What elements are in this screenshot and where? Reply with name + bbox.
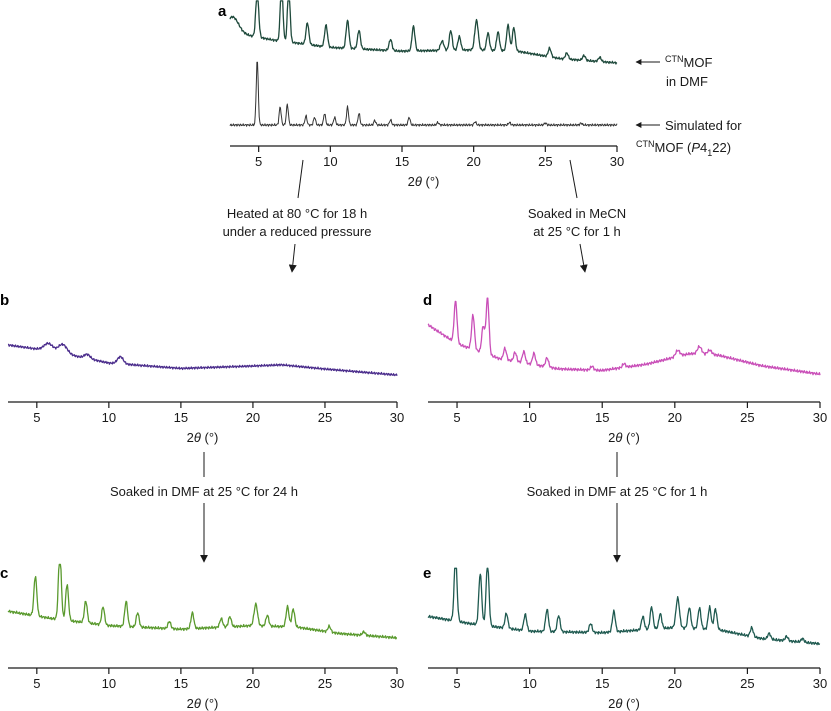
panel-letter-d: d (423, 292, 432, 309)
x-tick-label: 15 (595, 676, 609, 691)
x-axis-label: 2θ (°) (187, 430, 219, 445)
step-line (297, 159, 304, 199)
step-label-line1: Soaked in MeCN (528, 206, 626, 221)
x-tick-label: 10 (323, 154, 337, 169)
panel-b: 5 10 15 20 25 30 2θ (°) (7, 341, 404, 445)
x-tick-label: 5 (453, 410, 460, 425)
series-line-a-0 (229, 0, 618, 65)
x-tick-label: 30 (390, 676, 404, 691)
x-tick-label: 30 (390, 410, 404, 425)
x-tick-label: 25 (318, 410, 332, 425)
step-a-to-b: Heated at 80 °C for 18 h under a reduced… (223, 159, 372, 273)
series-label-ctnmof-p4122: CTNMOF (P4122) (636, 139, 731, 158)
panel-letter-e: e (423, 565, 431, 582)
x-tick-label: 25 (740, 676, 754, 691)
x-tick-label: 15 (174, 676, 188, 691)
step-label: Soaked in DMF at 25 °C for 24 h (110, 484, 298, 499)
panel-e: 5 10 15 20 25 30 2θ (°) (427, 567, 827, 711)
step-label-line2: at 25 °C for 1 h (533, 224, 621, 239)
x-tick-label: 25 (318, 676, 332, 691)
panel-c: 5 10 15 20 25 30 2θ (°) (7, 563, 404, 711)
x-axis-label: 2θ (°) (608, 696, 640, 711)
panel-d: 5 10 15 20 25 30 2θ (°) (427, 297, 827, 445)
series-line-e-0 (427, 567, 821, 646)
x-axis-label: 2θ (°) (608, 430, 640, 445)
series-line-b-0 (7, 341, 398, 377)
x-tick-label: 30 (610, 154, 624, 169)
panel-a: 5 10 15 20 25 30 2θ (°) (229, 0, 624, 189)
series-line-d-0 (427, 297, 821, 376)
x-axis-label: 2θ (°) (187, 696, 219, 711)
series-label-in-dmf: in DMF (666, 74, 708, 89)
step-a-to-d: Soaked in MeCN at 25 °C for 1 h (528, 159, 626, 273)
x-tick-label: 10 (522, 676, 536, 691)
panel-letter-c: c (0, 565, 8, 582)
x-tick-label: 10 (102, 410, 116, 425)
x-tick-label: 30 (813, 410, 827, 425)
x-tick-label: 5 (453, 676, 460, 691)
series-line-c-0 (7, 563, 398, 640)
x-tick-label: 15 (174, 410, 188, 425)
x-tick-label: 15 (395, 154, 409, 169)
step-b-to-c: Soaked in DMF at 25 °C for 24 h (110, 452, 298, 563)
x-tick-label: 30 (813, 676, 827, 691)
x-tick-label: 20 (668, 410, 682, 425)
panel-letter-a: a (218, 3, 227, 20)
step-label-line2: under a reduced pressure (223, 224, 372, 239)
x-axis-label: 2θ (°) (408, 174, 440, 189)
x-tick-label: 20 (246, 676, 260, 691)
x-tick-label: 10 (522, 410, 536, 425)
x-tick-label: 5 (33, 676, 40, 691)
x-tick-label: 15 (595, 410, 609, 425)
step-label: Soaked in DMF at 25 °C for 1 h (527, 484, 708, 499)
step-d-to-e: Soaked in DMF at 25 °C for 1 h (527, 452, 708, 563)
x-tick-label: 20 (668, 676, 682, 691)
step-label-line1: Heated at 80 °C for 18 h (227, 206, 367, 221)
x-tick-label: 5 (33, 410, 40, 425)
step-arrow (288, 243, 297, 273)
x-tick-label: 10 (102, 676, 116, 691)
legend-label-simulated: Simulated for CTNMOF (P4122) (635, 118, 742, 158)
x-tick-label: 25 (538, 154, 552, 169)
x-tick-label: 5 (255, 154, 262, 169)
legend-label-ctnmof-dmf: CTNMOF in DMF (635, 54, 712, 89)
x-tick-label: 20 (246, 410, 260, 425)
series-label-ctnmof: CTNMOF (665, 54, 712, 70)
x-tick-label: 20 (466, 154, 480, 169)
step-arrow (579, 243, 588, 273)
series-label-simulated-for: Simulated for (665, 118, 742, 133)
panel-letter-b: b (0, 292, 9, 309)
series-line-a-1 (229, 61, 618, 127)
step-line (569, 159, 578, 199)
x-tick-label: 25 (740, 410, 754, 425)
